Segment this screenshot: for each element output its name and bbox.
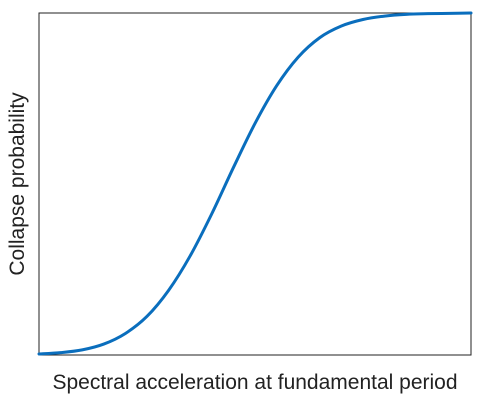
x-axis-label: Spectral acceleration at fundamental per… bbox=[52, 371, 457, 394]
y-axis-label: Collapse probability bbox=[6, 92, 29, 276]
series-layer bbox=[37, 11, 473, 356]
series-line-0 bbox=[37, 11, 473, 356]
plot-frame bbox=[38, 12, 472, 356]
